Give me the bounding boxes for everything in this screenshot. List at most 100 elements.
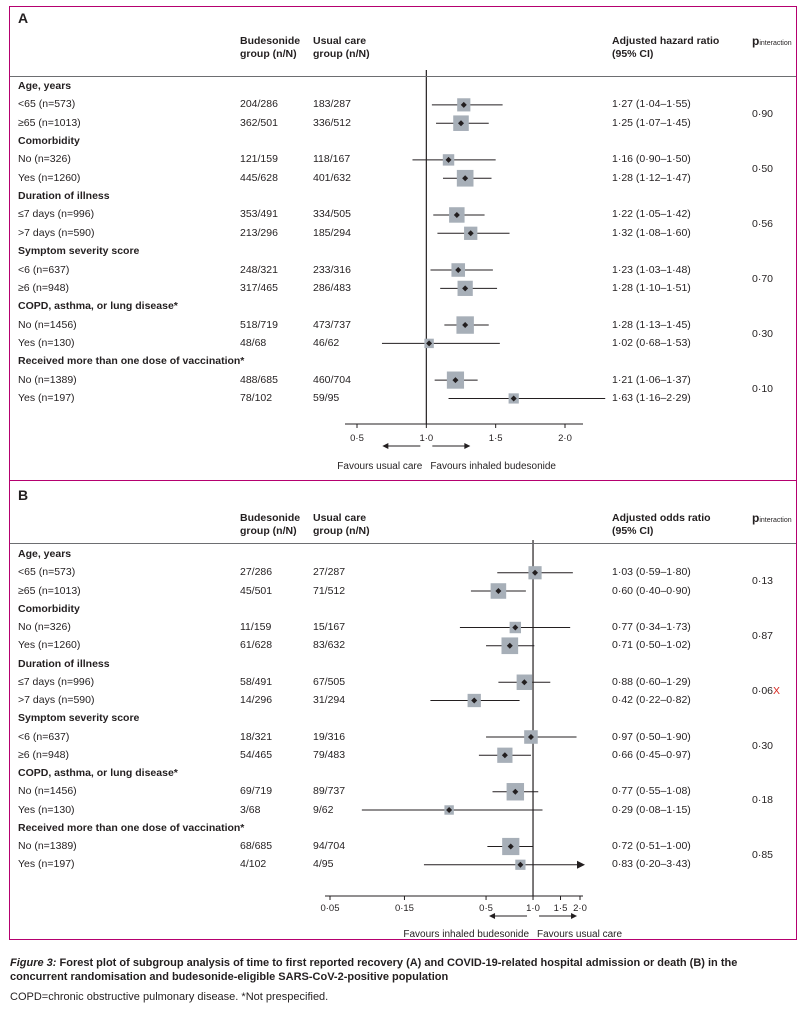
row-label: >7 days (n=590) (18, 694, 95, 706)
row-usual-care-count: 9/62 (313, 803, 334, 816)
subgroup-title: Duration of illness (18, 190, 110, 203)
row-usual-care-count: 89/737 (313, 785, 346, 798)
row-usual-care-count: 27/287 (313, 566, 346, 579)
row-usual-care-count: 31/294 (313, 694, 346, 706)
row-usual-care-count: 46/62 (313, 336, 340, 349)
row-ratio-text: 1·22 (1·05–1·42) (612, 208, 691, 221)
row-usual-care-count: 185/294 (313, 226, 351, 239)
p-interaction-value: 0·85 (752, 849, 774, 862)
row-budesonide-count: 213/296 (240, 226, 278, 239)
estimate-diamond (512, 788, 519, 795)
figure-label: Figure 3: (10, 957, 57, 969)
p-interaction-value: 0·13 (752, 575, 774, 588)
estimate-diamond (506, 642, 513, 649)
x-axis-tick-label: 1·0 (526, 903, 540, 914)
header-rule (10, 543, 796, 544)
header-ratio: Adjusted odds ratio (612, 512, 711, 524)
row-label: >7 days (n=590) (18, 226, 95, 239)
row-usual-care-count: 118/167 (313, 153, 351, 166)
row-label: No (n=1389) (18, 840, 77, 852)
row-ratio-text: 0·42 (0·22–0·82) (612, 694, 691, 706)
row-label: Yes (n=1260) (18, 639, 81, 652)
row-ratio-text: 0·88 (0·60–1·29) (612, 675, 691, 688)
row-ratio-text: 1·63 (1·16–2·29) (612, 391, 691, 404)
favours-left-arrowhead (489, 913, 496, 919)
row-usual-care-count: 19/316 (313, 730, 346, 743)
row-usual-care-count: 334/505 (313, 208, 351, 221)
row-ratio-text: 1·02 (0·68–1·53) (612, 336, 691, 349)
favours-right-label: Favours usual care (537, 929, 623, 940)
row-label: ≥65 (n=1013) (18, 116, 81, 129)
figure-title: Forest plot of subgroup analysis of time… (10, 957, 738, 983)
estimate-diamond (507, 843, 514, 850)
row-budesonide-count: 11/159 (240, 621, 272, 633)
row-ratio-text: 0·77 (0·34–1·73) (612, 621, 691, 633)
subgroup-title: Received more than one dose of vaccinati… (18, 355, 245, 368)
row-budesonide-count: 204/286 (240, 98, 278, 111)
estimate-diamond (532, 569, 539, 576)
x-axis-tick-label: 2·0 (573, 903, 587, 914)
x-axis-tick-label: 0·15 (394, 903, 414, 914)
favours-right-label: Favours inhaled budesonide (430, 461, 556, 472)
row-budesonide-count: 58/491 (240, 675, 273, 688)
row-ratio-text: 0·66 (0·45–0·97) (612, 748, 691, 761)
p-interaction-value: 0·18 (752, 794, 774, 807)
row-ratio-text: 1·28 (1·12–1·47) (612, 171, 691, 184)
row-budesonide-count: 68/685 (240, 840, 273, 852)
row-budesonide-count: 78/102 (240, 391, 273, 404)
header-ratio: (95% CI) (612, 525, 654, 537)
estimate-diamond (458, 120, 464, 127)
estimate-diamond (521, 679, 528, 686)
row-ratio-text: 1·21 (1·06–1·37) (612, 373, 691, 386)
subgroup-title: Received more than one dose of vaccinati… (18, 821, 245, 834)
row-ratio-text: 0·72 (0·51–1·00) (612, 840, 691, 852)
row-label: No (n=326) (18, 153, 71, 166)
estimate-diamond (455, 267, 462, 273)
row-label: <65 (n=573) (18, 98, 76, 111)
panel-divider (10, 480, 796, 481)
x-axis-tick-label: 0·05 (320, 903, 340, 914)
p-interaction-value: 0·70 (752, 272, 774, 285)
subgroup-title: COPD, asthma, or lung disease* (18, 300, 178, 313)
subgroup-title: Comorbidity (18, 135, 80, 148)
estimate-diamond (512, 624, 519, 631)
header-budesonide: Budesonide (240, 512, 301, 524)
row-label: <6 (n=637) (18, 263, 70, 276)
x-axis-tick-label: 1·0 (419, 433, 434, 444)
header-rule (10, 76, 796, 77)
row-budesonide-count: 14/296 (240, 694, 273, 706)
row-budesonide-count: 362/501 (240, 116, 278, 129)
subgroup-title: COPD, asthma, or lung disease* (18, 767, 178, 779)
favours-left-label: Favours inhaled budesonide (403, 929, 530, 940)
row-budesonide-count: 4/102 (240, 858, 267, 871)
subgroup-title: Symptom severity score (18, 712, 140, 725)
row-label: No (n=1456) (18, 318, 77, 331)
row-ratio-text: 1·28 (1·13–1·45) (612, 318, 691, 331)
figure-footnote: COPD=chronic obstructive pulmonary disea… (10, 991, 329, 1003)
estimate-diamond (446, 807, 453, 813)
estimate-diamond (445, 156, 452, 163)
estimate-diamond (453, 211, 460, 218)
row-label: <65 (n=573) (18, 566, 76, 579)
row-label: No (n=1456) (18, 785, 77, 798)
x-axis-tick-label: 1·5 (488, 433, 503, 444)
figure-frame (9, 6, 797, 940)
row-label: ≥6 (n=948) (18, 748, 70, 761)
p-interaction-value: 0·06X (752, 684, 781, 697)
row-label: Yes (n=130) (18, 803, 75, 816)
row-label: ≥65 (n=1013) (18, 584, 81, 597)
row-budesonide-count: 54/465 (240, 748, 273, 761)
subgroup-title: Age, years (18, 80, 72, 92)
header-usual-care: group (n/N) (313, 48, 370, 60)
header-p-subscript: interaction (759, 517, 792, 524)
row-budesonide-count: 18/321 (240, 730, 273, 743)
row-budesonide-count: 3/68 (240, 803, 261, 816)
row-usual-care-count: 473/737 (313, 318, 351, 331)
row-budesonide-count: 27/286 (240, 566, 273, 579)
header-ratio: (95% CI) (612, 48, 654, 60)
row-ratio-text: 1·23 (1·03–1·48) (612, 263, 691, 276)
header-p-interaction: pinteraction (752, 511, 792, 525)
ci-arrow (577, 860, 585, 869)
estimate-diamond (452, 377, 459, 384)
row-usual-care-count: 79/483 (313, 748, 346, 761)
